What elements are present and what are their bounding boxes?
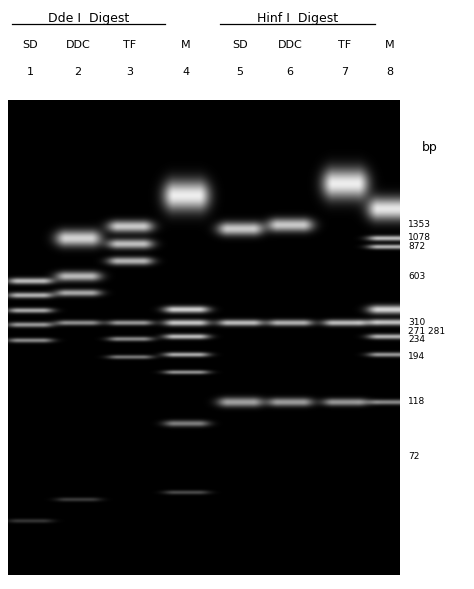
Text: DDC: DDC: [278, 40, 302, 50]
Text: 872: 872: [408, 242, 425, 251]
Text: 7: 7: [341, 67, 348, 77]
Text: Hinf I  Digest: Hinf I Digest: [257, 12, 338, 25]
Text: 8: 8: [386, 67, 393, 77]
Bar: [8, 100, 400, 575]
Text: TF: TF: [123, 40, 137, 50]
Text: Dde I  Digest: Dde I Digest: [48, 12, 129, 25]
Text: bp: bp: [422, 141, 438, 154]
Text: 72: 72: [408, 452, 419, 461]
Text: 4: 4: [182, 67, 190, 77]
Text: 603: 603: [408, 272, 425, 281]
Text: M: M: [385, 40, 395, 50]
Text: M: M: [181, 40, 191, 50]
Text: 1078: 1078: [408, 233, 431, 242]
Text: 1: 1: [27, 67, 34, 77]
Text: 2: 2: [74, 67, 82, 77]
Text: SD: SD: [232, 40, 248, 50]
Text: 118: 118: [408, 397, 425, 406]
Text: 310: 310: [408, 318, 425, 327]
Text: 1353: 1353: [408, 220, 431, 229]
Text: 3: 3: [127, 67, 134, 77]
Text: 6: 6: [286, 67, 293, 77]
Text: DDC: DDC: [65, 40, 91, 50]
Text: 5: 5: [237, 67, 244, 77]
Text: TF: TF: [338, 40, 352, 50]
Text: 234: 234: [408, 335, 425, 345]
Text: 271 281: 271 281: [408, 327, 445, 336]
Text: 194: 194: [408, 352, 425, 361]
Text: SD: SD: [22, 40, 38, 50]
